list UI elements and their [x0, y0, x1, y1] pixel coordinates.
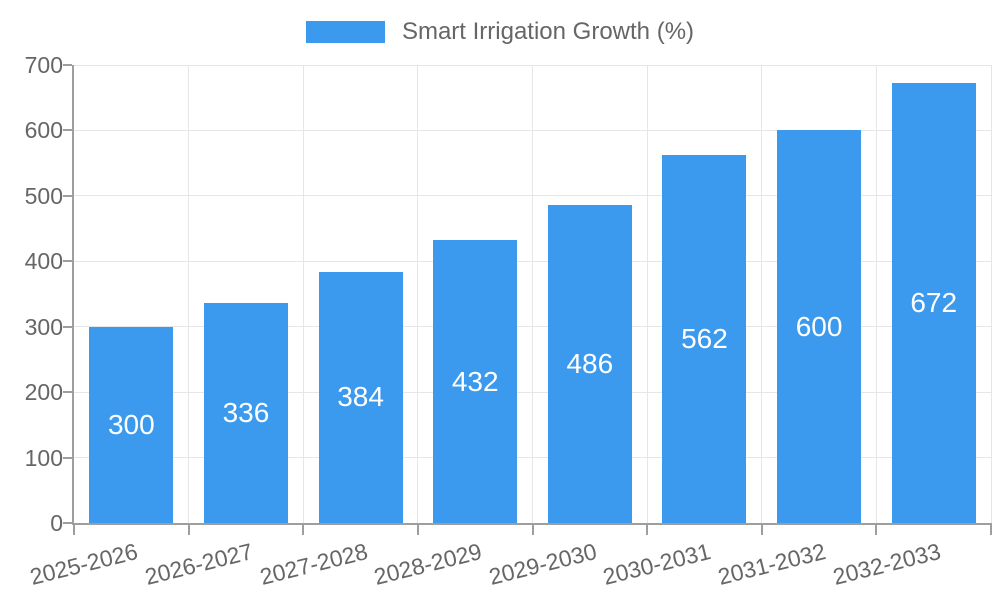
x-axis-line	[72, 523, 991, 525]
plot-area: 300 336 384 432 486 562 600 672	[63, 64, 992, 535]
v-gridline	[188, 65, 190, 523]
bar	[777, 130, 862, 523]
x-tick	[187, 523, 190, 535]
v-gridline	[761, 65, 763, 523]
y-tick	[63, 129, 72, 132]
bar-value-label: 384	[337, 381, 384, 413]
v-gridline	[646, 65, 648, 523]
bar-value-label: 300	[107, 408, 155, 440]
v-gridline	[532, 65, 533, 523]
bar	[662, 155, 747, 523]
y-tick-label: 700	[24, 52, 63, 78]
legend-swatch	[305, 21, 385, 43]
x-tick	[531, 523, 534, 535]
y-tick-label: 600	[24, 117, 63, 144]
y-tick	[63, 391, 72, 394]
bar-value-label: 336	[222, 397, 270, 429]
legend[interactable]: Smart Irrigation Growth (%)	[0, 18, 1000, 45]
y-tick	[63, 522, 72, 524]
x-tick	[990, 523, 992, 535]
bar-value-label: 562	[681, 323, 728, 355]
x-tick	[416, 523, 419, 535]
v-gridline	[875, 65, 877, 523]
x-tick	[875, 523, 878, 535]
bar-value-label: 486	[566, 348, 614, 379]
bar	[318, 271, 403, 523]
bar-value-label: 432	[451, 365, 499, 397]
y-tick-label: 300	[24, 313, 63, 340]
v-gridline	[417, 65, 419, 523]
bar	[433, 240, 518, 523]
y-tick-label: 400	[24, 248, 63, 275]
bar	[547, 205, 632, 523]
v-gridline	[990, 65, 992, 523]
bar-value-label: 672	[910, 287, 958, 319]
bar	[203, 303, 288, 523]
x-tick	[646, 523, 649, 535]
bar-value-label: 600	[795, 310, 843, 342]
x-tick	[760, 523, 763, 535]
y-tick	[63, 260, 72, 263]
bar	[891, 83, 976, 523]
x-tick	[302, 523, 305, 535]
y-tick-label: 500	[24, 182, 63, 209]
y-tick-label: 100	[24, 444, 63, 471]
x-tick	[73, 523, 75, 535]
y-tick	[63, 64, 72, 66]
y-tick	[63, 456, 72, 459]
y-tick	[63, 194, 72, 197]
y-tick-label: 0	[50, 510, 63, 536]
v-gridline	[302, 65, 304, 523]
y-tick	[63, 325, 72, 328]
y-tick-label: 200	[24, 379, 63, 406]
bar	[89, 326, 174, 523]
legend-label: Smart Irrigation Growth (%)	[401, 18, 695, 45]
y-axis-line	[72, 65, 74, 523]
